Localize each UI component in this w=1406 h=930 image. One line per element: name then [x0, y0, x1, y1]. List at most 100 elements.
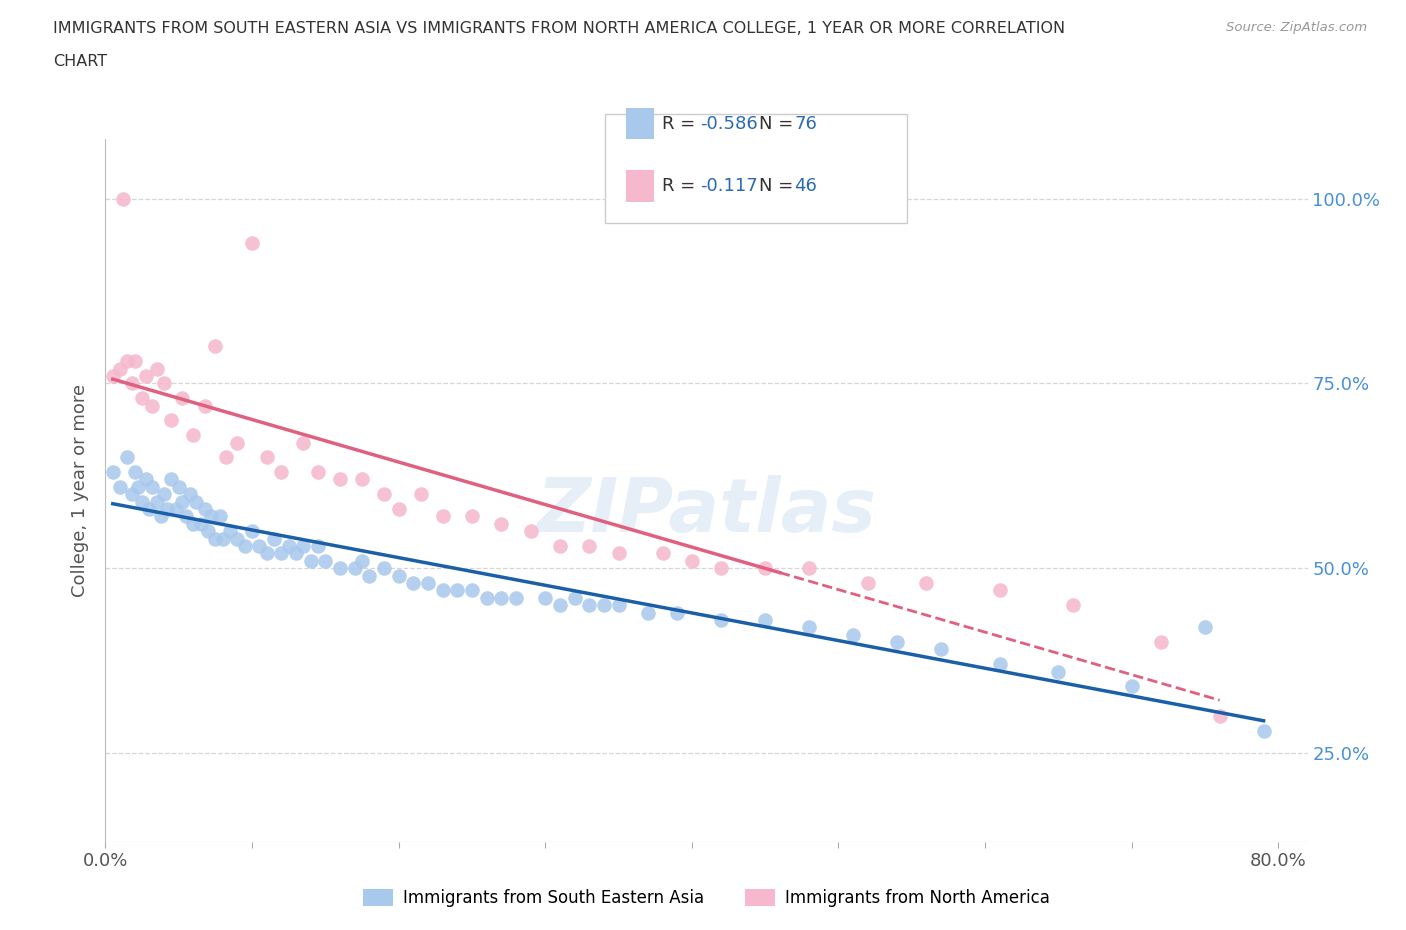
Point: [121, 486, 143, 501]
Point: [174, 509, 197, 524]
Point: [240, 235, 263, 250]
Point: [112, 192, 135, 206]
Point: [637, 605, 659, 620]
Point: [681, 553, 703, 568]
Point: [186, 494, 208, 509]
Point: [416, 576, 439, 591]
Point: [754, 561, 776, 576]
Point: [359, 568, 381, 583]
Point: [247, 538, 270, 553]
Point: [101, 465, 124, 480]
Point: [145, 361, 167, 376]
Point: [292, 538, 315, 553]
Point: [402, 576, 425, 591]
Point: [593, 598, 616, 613]
Point: [651, 546, 673, 561]
Point: [256, 450, 278, 465]
Point: [135, 472, 157, 487]
Point: [160, 472, 183, 487]
Point: [270, 465, 292, 480]
Point: [131, 391, 153, 405]
Point: [350, 472, 373, 487]
Point: [226, 531, 249, 546]
Point: [329, 561, 352, 576]
Point: [1253, 724, 1275, 738]
Point: [145, 494, 167, 509]
Point: [150, 509, 173, 524]
Point: [124, 465, 146, 480]
Point: [856, 576, 879, 591]
Text: N =: N =: [759, 114, 799, 133]
Point: [329, 472, 352, 487]
Point: [578, 598, 600, 613]
Point: [170, 494, 193, 509]
Point: [160, 413, 183, 428]
Text: IMMIGRANTS FROM SOUTH EASTERN ASIA VS IMMIGRANTS FROM NORTH AMERICA COLLEGE, 1 Y: IMMIGRANTS FROM SOUTH EASTERN ASIA VS IM…: [53, 21, 1066, 36]
Point: [607, 546, 630, 561]
Point: [461, 583, 484, 598]
Point: [710, 561, 733, 576]
Point: [797, 561, 820, 576]
Y-axis label: College, 1 year or more: College, 1 year or more: [72, 384, 90, 597]
Point: [548, 598, 571, 613]
Point: [141, 398, 163, 413]
Point: [432, 509, 454, 524]
Point: [211, 531, 233, 546]
Point: [299, 553, 322, 568]
Point: [183, 428, 205, 443]
Point: [988, 657, 1011, 671]
Point: [409, 486, 432, 501]
Point: [578, 538, 600, 553]
Point: [1047, 664, 1070, 679]
Point: [842, 627, 865, 642]
Point: [314, 553, 336, 568]
Point: [240, 524, 263, 538]
Point: [797, 620, 820, 635]
Point: [190, 516, 212, 531]
Point: [534, 591, 557, 605]
Point: [233, 538, 256, 553]
Point: [343, 561, 366, 576]
Point: [432, 583, 454, 598]
Text: R =: R =: [662, 114, 702, 133]
Point: [208, 509, 231, 524]
Text: R =: R =: [662, 177, 702, 195]
Point: [204, 339, 226, 354]
Point: [1062, 598, 1084, 613]
Point: [117, 450, 139, 465]
Point: [141, 480, 163, 495]
Point: [183, 516, 205, 531]
Point: [710, 613, 733, 628]
Point: [108, 361, 131, 376]
Point: [461, 509, 484, 524]
Point: [214, 450, 236, 465]
Point: [1150, 634, 1173, 649]
Point: [373, 561, 395, 576]
Point: [204, 531, 226, 546]
Point: [170, 391, 193, 405]
Point: [388, 501, 411, 516]
Point: [117, 353, 139, 368]
Point: [200, 509, 222, 524]
Point: [373, 486, 395, 501]
Point: [277, 538, 299, 553]
Point: [108, 480, 131, 495]
Point: [607, 598, 630, 613]
Text: Source: ZipAtlas.com: Source: ZipAtlas.com: [1226, 21, 1367, 34]
Point: [135, 368, 157, 383]
Point: [1208, 709, 1230, 724]
Point: [915, 576, 938, 591]
Text: 76: 76: [794, 114, 817, 133]
Point: [491, 516, 513, 531]
Point: [270, 546, 292, 561]
Point: [519, 524, 541, 538]
Point: [666, 605, 689, 620]
Point: [167, 480, 190, 495]
Point: [121, 376, 143, 391]
Point: [307, 538, 329, 553]
Text: -0.117: -0.117: [700, 177, 758, 195]
Point: [197, 524, 219, 538]
Text: 46: 46: [794, 177, 817, 195]
Point: [138, 501, 160, 516]
Point: [285, 546, 308, 561]
